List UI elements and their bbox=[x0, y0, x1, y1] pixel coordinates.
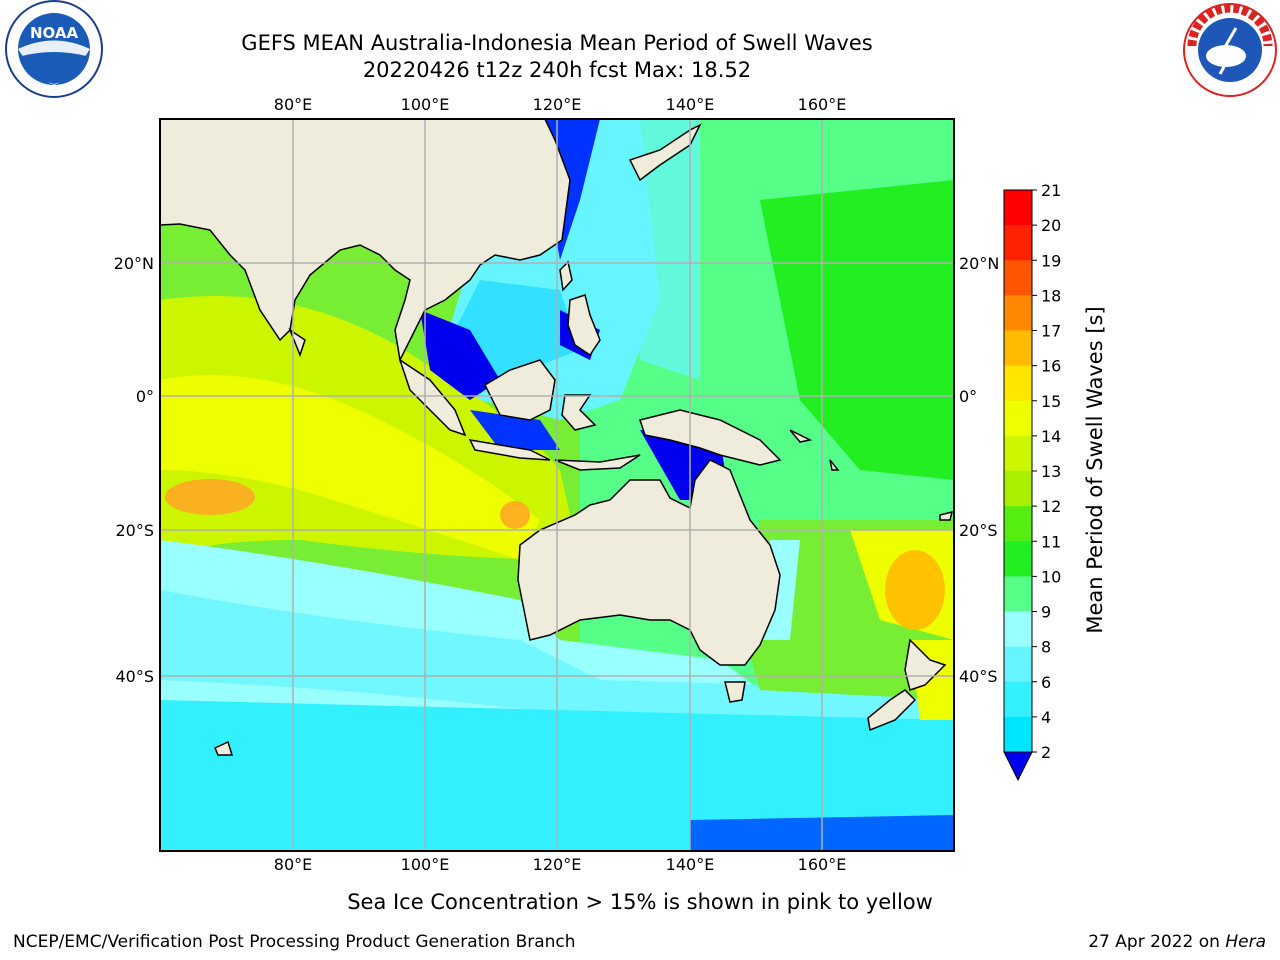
colorbar-tick-label: 16 bbox=[1041, 357, 1061, 376]
colorbar-tick-label: 13 bbox=[1041, 462, 1061, 481]
colorbar-tick-label: 10 bbox=[1041, 567, 1061, 586]
colorbar-swatch bbox=[1004, 190, 1032, 226]
footer-date: 27 Apr 2022 on Hera bbox=[1088, 932, 1266, 952]
colorbar-tick-label: 15 bbox=[1041, 392, 1061, 411]
lat-label-right: 0° bbox=[959, 387, 977, 406]
colorbar-swatch bbox=[1004, 611, 1032, 648]
colorbar-extend-arrow bbox=[1003, 751, 1033, 782]
lat-label-left: 0° bbox=[136, 387, 154, 406]
colorbar-swatch bbox=[1004, 330, 1032, 367]
lat-label-right: 20°N bbox=[959, 254, 999, 273]
lon-label-bottom: 140°E bbox=[666, 855, 715, 874]
colorbar-tick-label: 17 bbox=[1041, 322, 1061, 341]
colorbar-tick-label: 8 bbox=[1041, 638, 1051, 657]
colorbar-tick-label: 4 bbox=[1041, 708, 1051, 727]
lon-label-top: 120°E bbox=[533, 95, 582, 114]
lon-label-bottom: 160°E bbox=[798, 855, 847, 874]
colorbar-swatch bbox=[1004, 541, 1032, 577]
colorbar-swatch bbox=[1004, 260, 1032, 296]
land bbox=[160, 119, 954, 756]
colorbar-tick-label: 12 bbox=[1041, 497, 1061, 516]
colorbar-swatch bbox=[1004, 506, 1032, 542]
lon-label-bottom: 80°E bbox=[274, 855, 312, 874]
lat-label-right: 20°S bbox=[959, 521, 998, 540]
lat-label-right: 40°S bbox=[959, 667, 998, 686]
footer-host: Hera bbox=[1225, 932, 1266, 952]
colorbar-tick-label: 18 bbox=[1041, 286, 1061, 305]
noaa-logo-text: NOAA bbox=[30, 24, 79, 42]
colorbar-label: Mean Period of Swell Waves [s] bbox=[1083, 306, 1107, 633]
caption: Sea Ice Concentration > 15% is shown in … bbox=[347, 890, 933, 914]
colorbar-tick-label: 20 bbox=[1041, 216, 1061, 235]
colorbar-swatch bbox=[1004, 365, 1032, 402]
colorbar: 21 20 19 18 17 16 15 14 13 12 11 10 9 8 6 4 2 Mean Perio… bbox=[1003, 181, 1107, 782]
lon-label-top: 140°E bbox=[666, 95, 715, 114]
colorbar-tick-label: 6 bbox=[1041, 673, 1051, 692]
colorbar-tick-label: 11 bbox=[1041, 532, 1061, 551]
lon-label-top: 100°E bbox=[401, 95, 450, 114]
colorbar-tick-label: 2 bbox=[1041, 743, 1051, 762]
lon-label-top: 160°E bbox=[798, 95, 847, 114]
colorbar-swatch bbox=[1004, 225, 1032, 261]
colorbar-swatch bbox=[1004, 716, 1032, 753]
colorbar-swatch bbox=[1004, 646, 1032, 683]
australia bbox=[517, 459, 781, 666]
lat-label-left: 20°S bbox=[115, 521, 154, 540]
lat-label-left: 40°S bbox=[115, 667, 154, 686]
colorbar-swatch bbox=[1004, 576, 1032, 612]
colorbar-tick-label: 21 bbox=[1041, 181, 1061, 200]
lat-label-left: 20°N bbox=[114, 254, 154, 273]
nws-logo bbox=[1183, 3, 1277, 97]
lon-label-bottom: 100°E bbox=[401, 855, 450, 874]
colorbar-blocks bbox=[1003, 189, 1033, 782]
colorbar-swatch bbox=[1004, 435, 1032, 472]
colorbar-tick-label: 19 bbox=[1041, 251, 1061, 270]
footer-date-text: 27 Apr 2022 on bbox=[1088, 932, 1226, 952]
colorbar-tick-label: 14 bbox=[1041, 427, 1061, 446]
noaa-logo: NOAA bbox=[5, 0, 103, 98]
colorbar-swatch bbox=[1004, 295, 1032, 331]
colorbar-swatch bbox=[1004, 400, 1032, 437]
map-grid bbox=[160, 119, 954, 851]
colorbar-swatch bbox=[1004, 681, 1032, 718]
asia-mainland bbox=[160, 119, 571, 363]
map-frame bbox=[159, 118, 955, 852]
footer-branch: NCEP/EMC/Verification Post Processing Pr… bbox=[13, 932, 576, 952]
colorbar-tick-label: 9 bbox=[1041, 603, 1051, 622]
lon-label-bottom: 120°E bbox=[533, 855, 582, 874]
colorbar-ticks: 21 20 19 18 17 16 15 14 13 12 11 10 9 8 6 4 2 bbox=[1032, 181, 1061, 762]
lon-label-top: 80°E bbox=[274, 95, 312, 114]
chart-subtitle: 20220426 t12z 240h fcst Max: 18.52 bbox=[362, 58, 752, 82]
colorbar-swatch bbox=[1004, 471, 1032, 507]
chart-title: GEFS MEAN Australia-Indonesia Mean Perio… bbox=[241, 31, 873, 55]
